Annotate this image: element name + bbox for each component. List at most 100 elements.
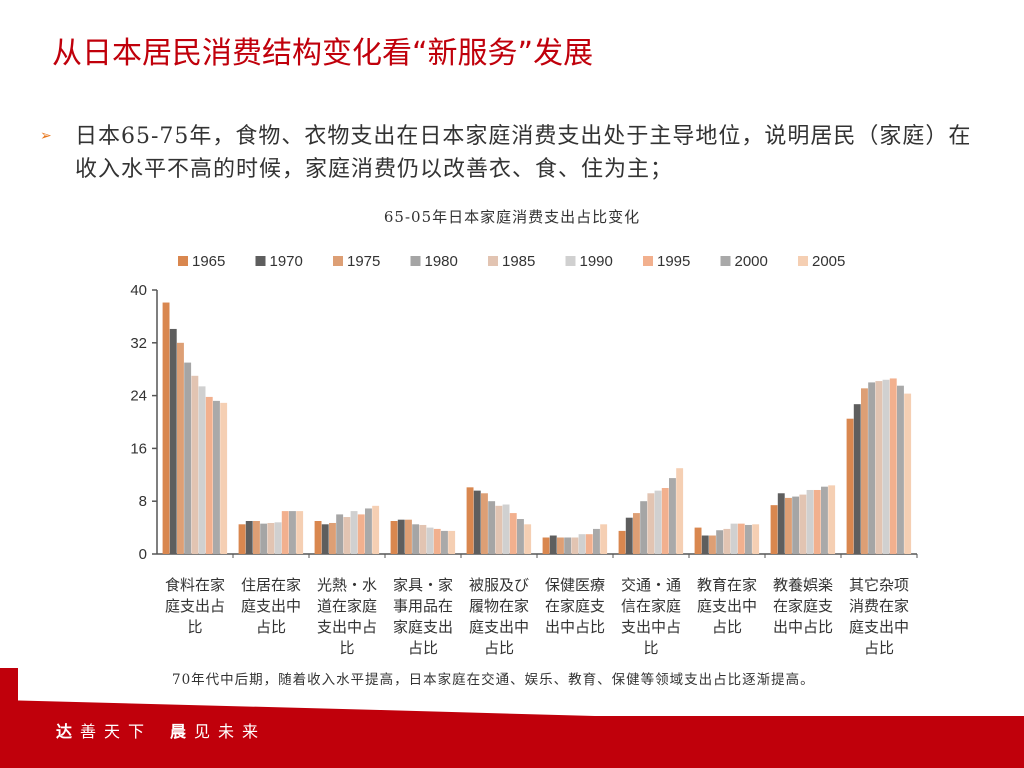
bar-2000-6 [669,478,676,554]
bar-1985-0 [191,375,199,554]
legend-label-1965: 1965 [192,253,225,270]
bar-1965-2 [314,521,322,554]
x-category-label: 家庭支出 [393,618,453,636]
x-category-label: 住居在家 [241,576,301,594]
bar-1965-0 [162,302,170,554]
bar-1995-2 [357,514,365,554]
bar-1990-2 [350,511,358,554]
bar-1985-6 [647,493,655,554]
bar-1990-9 [882,379,890,554]
legend-label-2000: 2000 [735,253,768,270]
footer-bar [0,716,1024,768]
x-category-label: 庭支出占 [165,597,225,615]
bar-2005-3 [448,530,456,554]
x-category-label: 食料在家 [165,576,225,594]
x-category-label: 占比 [864,639,894,657]
x-category-label: 支出中占 [317,618,377,636]
y-tick-label: 16 [130,440,147,457]
bar-1970-6 [625,517,633,554]
bar-2005-0 [220,402,228,554]
bar-1980-3 [412,524,420,554]
x-category-label: 占比 [484,639,514,657]
bar-1965-1 [238,524,246,554]
bullet-text: 日本65-75年，食物、衣物支出在日本家庭消费支出处于主导地位，说明居民（家庭）… [75,124,972,182]
bar-1985-5 [571,537,579,554]
bar-1990-0 [198,386,206,554]
y-tick-label: 32 [130,335,147,352]
x-category-label: 庭支出中 [469,618,529,636]
bar-1965-9 [846,418,854,554]
bar-1990-3 [426,527,434,554]
chart-title: 65-05年日本家庭消费支出占比变化 [383,208,641,226]
bar-2000-2 [365,508,372,554]
x-category-label: 保健医療 [545,576,605,594]
footer-slogan-1-rest: 善天下 [80,722,153,741]
bar-1985-2 [343,517,351,554]
x-category-label: 被服及び [469,576,529,594]
legend-swatch-1995 [643,256,653,266]
bar-1970-9 [853,404,861,554]
bar-2005-8 [828,485,836,554]
bar-1975-0 [177,342,184,554]
bar-2000-8 [821,486,828,554]
bar-1995-1 [281,511,289,554]
legend-swatch-1980 [410,256,421,266]
bar-1980-2 [336,514,344,554]
legend-label-2005: 2005 [812,253,845,270]
x-category-label: 信在家庭 [621,597,681,615]
bullet-arrow-icon: ➢ [40,128,52,144]
bar-1965-4 [466,487,474,554]
y-tick-label: 8 [139,493,147,510]
bar-1970-1 [245,521,253,554]
bar-1975-1 [253,521,260,554]
legend-swatch-1975 [333,256,343,266]
bar-1970-3 [397,519,405,554]
chart-note: 70年代中后期，随着收入水平提高，日本家庭在交通、娱乐、教育、保健等领域支出占比… [172,672,815,688]
footer-slogan-1-first: 达 [56,722,81,741]
bar-1990-1 [274,522,282,554]
x-category-label: 庭支出中 [849,618,909,636]
bar-1975-4 [481,493,488,554]
legend-swatch-1990 [565,256,576,266]
bar-1990-5 [578,534,586,554]
legend-swatch-2005 [798,256,808,266]
legend-swatch-2000 [720,256,731,266]
x-category-label: 占比 [712,618,742,636]
bar-1995-9 [889,378,897,554]
x-category-label: 家具・家 [393,576,453,594]
bar-1990-4 [502,504,510,554]
x-category-label: 事用品在 [393,597,453,615]
y-tick-label: 0 [139,546,147,563]
legend-swatch-1965 [178,256,188,266]
bar-1975-8 [785,497,792,554]
left-accent-strip [0,668,18,716]
bar-1980-8 [792,496,800,554]
x-category-label: 出中占比 [773,618,833,636]
x-category-label: 教育在家 [697,576,757,594]
bar-1970-2 [321,524,329,554]
y-tick-label: 24 [130,388,147,405]
bar-1985-7 [723,528,731,554]
y-tick-label: 40 [130,282,147,299]
bar-2000-3 [441,530,448,554]
x-category-label: 消费在家 [849,597,909,615]
bar-1970-7 [701,535,709,554]
bar-1995-5 [585,534,593,554]
bar-chart: 1965 1970 1975 1980 1985 1990 1995 2000 2005 0 8 16… [130,253,918,657]
bar-1990-8 [806,489,814,554]
bar-1995-4 [509,513,517,554]
x-category-label: 出中占比 [545,618,605,636]
bar-1995-3 [433,528,441,554]
x-category-label: 比 [187,618,202,636]
slide-title: 从日本居民消费结构变化看“新服务”发展 [52,36,594,71]
bar-1995-6 [661,488,669,554]
bar-1980-1 [260,523,268,554]
bar-1965-7 [694,527,702,554]
bar-1975-9 [861,388,868,554]
bar-1965-6 [618,530,626,554]
bar-1985-1 [267,522,275,554]
bar-1970-5 [549,535,557,554]
x-category-label: 占比 [408,639,438,657]
bar-1965-5 [542,537,550,554]
bar-2005-2 [372,505,380,554]
